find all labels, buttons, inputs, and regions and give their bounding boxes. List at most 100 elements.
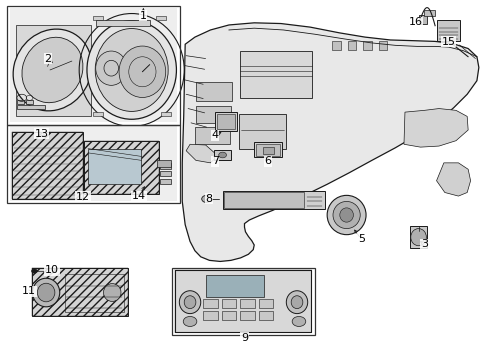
Bar xyxy=(12,132,82,199)
Bar xyxy=(26,100,32,104)
Bar xyxy=(171,267,314,336)
Bar xyxy=(93,112,102,116)
Ellipse shape xyxy=(326,195,366,235)
Ellipse shape xyxy=(22,37,83,103)
Text: 2: 2 xyxy=(44,54,52,64)
Bar xyxy=(258,298,273,308)
Bar xyxy=(10,8,177,122)
Bar xyxy=(196,82,232,102)
Ellipse shape xyxy=(290,296,302,309)
Bar xyxy=(238,113,286,149)
Ellipse shape xyxy=(410,229,426,246)
Bar xyxy=(175,270,310,332)
Text: 10: 10 xyxy=(45,265,59,275)
Ellipse shape xyxy=(37,283,55,302)
Bar xyxy=(96,20,149,26)
Bar xyxy=(157,159,170,167)
Text: 7: 7 xyxy=(211,156,219,166)
Ellipse shape xyxy=(31,269,37,273)
Ellipse shape xyxy=(184,296,196,309)
Bar xyxy=(174,269,311,333)
Bar xyxy=(10,126,177,202)
Bar xyxy=(224,192,304,207)
Text: 8: 8 xyxy=(205,194,212,203)
Text: 1: 1 xyxy=(140,11,146,21)
Ellipse shape xyxy=(95,28,168,111)
Polygon shape xyxy=(186,144,217,163)
Text: 11: 11 xyxy=(22,287,36,296)
Polygon shape xyxy=(436,163,469,196)
Ellipse shape xyxy=(103,284,121,301)
Bar xyxy=(217,113,235,129)
Text: 4: 4 xyxy=(211,130,219,140)
Bar xyxy=(7,6,180,125)
Bar xyxy=(436,20,459,41)
Bar xyxy=(331,41,340,50)
Bar xyxy=(363,41,371,50)
Text: 13: 13 xyxy=(35,129,49,139)
Text: 9: 9 xyxy=(241,333,247,343)
Text: 12: 12 xyxy=(76,192,90,202)
Bar xyxy=(222,191,324,208)
Bar xyxy=(213,150,230,160)
Bar xyxy=(16,24,91,116)
Bar xyxy=(88,149,141,184)
Text: 15: 15 xyxy=(441,37,455,47)
Ellipse shape xyxy=(96,51,126,85)
Bar xyxy=(7,125,180,203)
Bar xyxy=(409,226,426,248)
Ellipse shape xyxy=(183,316,197,327)
Bar xyxy=(31,268,127,316)
Ellipse shape xyxy=(286,291,307,314)
Bar xyxy=(221,311,236,320)
Text: 14: 14 xyxy=(132,191,146,201)
Bar xyxy=(160,179,170,184)
Bar xyxy=(17,100,24,104)
Ellipse shape xyxy=(218,152,226,158)
Bar xyxy=(203,311,217,320)
Bar xyxy=(203,298,217,308)
Bar xyxy=(84,141,159,194)
Bar xyxy=(205,275,264,297)
Text: 16: 16 xyxy=(408,17,422,27)
Bar xyxy=(215,112,237,131)
Bar xyxy=(161,112,170,116)
Bar xyxy=(347,41,356,50)
Bar xyxy=(258,311,273,320)
Bar xyxy=(256,144,280,156)
Bar xyxy=(84,141,159,194)
Ellipse shape xyxy=(87,21,176,119)
Bar xyxy=(93,16,102,20)
Bar xyxy=(221,298,236,308)
Bar xyxy=(240,298,254,308)
Ellipse shape xyxy=(32,278,60,307)
Bar xyxy=(160,171,170,176)
Ellipse shape xyxy=(332,202,360,229)
Ellipse shape xyxy=(13,29,92,111)
Bar xyxy=(424,10,434,16)
Text: 6: 6 xyxy=(264,157,271,166)
Bar xyxy=(156,16,165,20)
Bar xyxy=(175,270,310,332)
Bar xyxy=(418,15,427,23)
Bar xyxy=(196,106,230,123)
Text: 5: 5 xyxy=(357,234,364,244)
Text: 3: 3 xyxy=(420,239,427,249)
Polygon shape xyxy=(403,109,467,147)
Ellipse shape xyxy=(179,291,201,314)
Polygon shape xyxy=(182,23,478,261)
Bar xyxy=(263,147,273,154)
Bar xyxy=(64,274,123,312)
Bar xyxy=(31,268,127,316)
Ellipse shape xyxy=(291,316,305,327)
Ellipse shape xyxy=(339,208,353,222)
Bar xyxy=(254,143,282,157)
Ellipse shape xyxy=(119,46,165,98)
Bar xyxy=(195,127,229,144)
Bar xyxy=(17,105,45,109)
Bar xyxy=(378,41,386,50)
Bar xyxy=(12,132,82,199)
Ellipse shape xyxy=(201,195,211,203)
Bar xyxy=(239,51,311,98)
Bar xyxy=(160,163,170,168)
